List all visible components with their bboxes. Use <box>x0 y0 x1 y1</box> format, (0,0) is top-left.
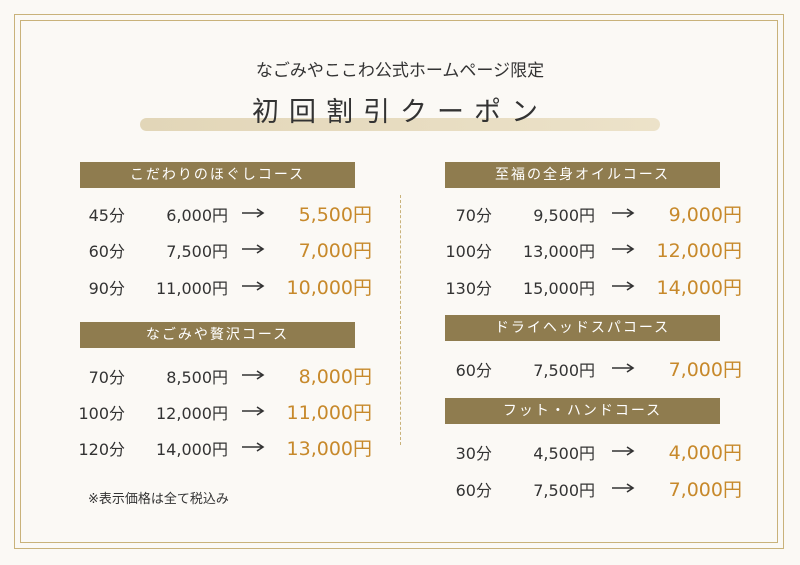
discount-price: 8,000円 <box>298 366 372 388</box>
arrow <box>242 406 265 416</box>
arrow <box>612 446 635 456</box>
arrow <box>612 363 635 373</box>
arrow <box>612 208 635 218</box>
arrow <box>612 281 635 291</box>
duration: 100分 <box>445 242 492 261</box>
regular-price: 11,000円 <box>156 279 228 298</box>
duration: 70分 <box>455 206 492 225</box>
regular-price: 4,500円 <box>533 444 595 463</box>
regular-price: 7,500円 <box>166 242 228 261</box>
section-title: ドライヘッドスパコース <box>445 315 720 341</box>
arrow <box>242 370 265 380</box>
discount-price: 5,500円 <box>298 204 372 226</box>
divider <box>400 195 401 445</box>
discount-price: 7,000円 <box>298 240 372 262</box>
discount-price: 7,000円 <box>668 479 742 501</box>
arrow <box>612 483 635 493</box>
duration: 45分 <box>88 206 125 225</box>
title: 初回割引クーポン <box>252 97 548 128</box>
duration: 60分 <box>455 361 492 380</box>
note: ※表示価格は全て税込み <box>88 492 229 507</box>
arrow <box>612 244 635 254</box>
regular-price: 13,000円 <box>523 242 595 261</box>
discount-price: 13,000円 <box>286 438 372 460</box>
discount-price: 9,000円 <box>668 204 742 226</box>
duration: 130分 <box>445 279 492 298</box>
section-title: なごみや贅沢コース <box>80 322 355 348</box>
discount-price: 7,000円 <box>668 359 742 381</box>
section-title: 至福の全身オイルコース <box>445 162 720 188</box>
arrow <box>242 281 265 291</box>
regular-price: 6,000円 <box>166 206 228 225</box>
regular-price: 9,500円 <box>533 206 595 225</box>
discount-price: 4,000円 <box>668 442 742 464</box>
duration: 30分 <box>455 444 492 463</box>
arrow <box>242 244 265 254</box>
frame <box>20 20 778 543</box>
discount-price: 11,000円 <box>286 402 372 424</box>
regular-price: 14,000円 <box>156 440 228 459</box>
title-underline <box>140 118 660 131</box>
regular-price: 15,000円 <box>523 279 595 298</box>
arrow <box>242 442 265 452</box>
section-title: こだわりのほぐしコース <box>80 162 355 188</box>
duration: 60分 <box>88 242 125 261</box>
duration: 60分 <box>455 481 492 500</box>
section-title: フット・ハンドコース <box>445 398 720 424</box>
discount-price: 10,000円 <box>286 277 372 299</box>
discount-price: 14,000円 <box>656 277 742 299</box>
regular-price: 8,500円 <box>166 368 228 387</box>
discount-price: 12,000円 <box>656 240 742 262</box>
regular-price: 7,500円 <box>533 361 595 380</box>
regular-price: 7,500円 <box>533 481 595 500</box>
subtitle: なごみやここわ公式ホームページ限定 <box>255 61 545 81</box>
duration: 70分 <box>88 368 125 387</box>
regular-price: 12,000円 <box>156 404 228 423</box>
duration: 90分 <box>88 279 125 298</box>
duration: 100分 <box>78 404 125 423</box>
duration: 120分 <box>78 440 125 459</box>
arrow <box>242 208 265 218</box>
frame <box>14 14 784 549</box>
